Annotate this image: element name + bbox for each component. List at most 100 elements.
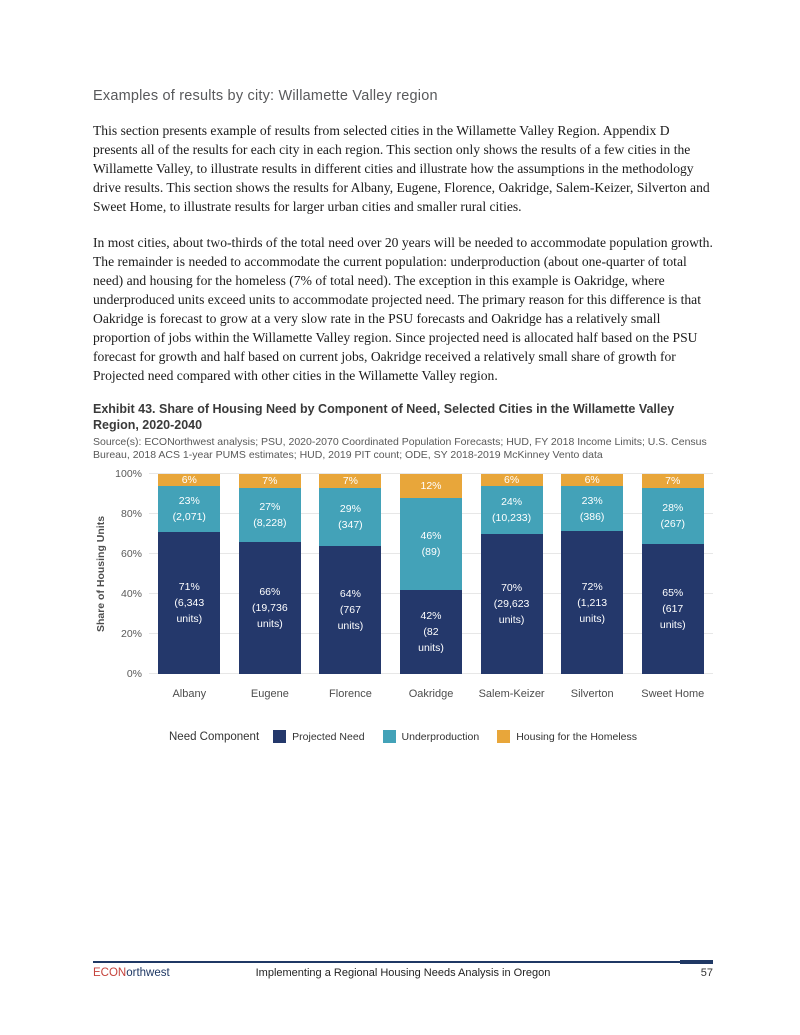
legend-items: Projected Need Underproduction Housing for…: [273, 730, 637, 743]
bar-segment-label: 42%: [420, 610, 442, 622]
y-tick-label: 0%: [126, 668, 142, 680]
bar-segment-label: (82: [423, 626, 439, 638]
footer-document-title: Implementing a Regional Housing Needs An…: [255, 967, 551, 979]
bar-segment-label: units): [418, 642, 444, 654]
bar-segment: 7%: [641, 474, 704, 488]
bar-segment: 29% (347): [319, 488, 382, 546]
bar-segment-label: units): [337, 620, 364, 632]
x-axis-label: Albany: [172, 688, 207, 700]
stacked-bar-silverton: 6% 23% (386) 72% (1,213 units): [561, 474, 624, 674]
stacked-bar-oakridge: 12% 46% (89) 42% (82 units): [400, 474, 463, 674]
bar-segment-label: units): [579, 612, 606, 625]
legend-label: Underproduction: [401, 730, 480, 743]
page-footer: ECONorthwest Implementing a Regional Hou…: [93, 960, 713, 979]
bar-segment-label: units): [498, 614, 525, 626]
page-content: Examples of results by city: Willamette …: [93, 0, 713, 743]
section-heading: Examples of results by city: Willamette …: [93, 88, 438, 104]
bar-column: 6% 23% (2,071) 71% (6,343 units): [149, 474, 230, 674]
bar-segment-label: (2,071): [172, 511, 206, 523]
bar-segment: 12%: [400, 474, 463, 498]
y-tick-label: 40%: [120, 588, 142, 600]
bar-segment: 23% (2,071): [158, 486, 221, 532]
bar-column: 7% 29% (347) 64% (767 units): [310, 474, 391, 674]
brand-logo-dark: orthwest: [126, 967, 170, 979]
bar-segment-label: 23%: [178, 495, 200, 507]
bar-segment: 6%: [561, 474, 624, 486]
bar-segment-label: (1,213: [577, 596, 608, 609]
stacked-bar-eugene: 7% 27% (8,228) 66% (19,736 units): [238, 474, 301, 674]
bar-segment-label: 27%: [259, 501, 281, 513]
page-number: 57: [700, 967, 713, 979]
body-paragraph-1: This section presents example of results…: [93, 123, 710, 214]
legend-swatch: [273, 730, 287, 743]
bar-column: 6% 24% (10,233) 70% (29,623 units): [471, 474, 552, 674]
x-axis-label: Oakridge: [408, 688, 454, 700]
bar-segment-label: 70%: [501, 582, 523, 594]
brand-logo: ECONorthwest: [93, 967, 170, 979]
bar-segment: 6%: [480, 474, 543, 486]
bar-segment-label: (8,228): [253, 517, 287, 529]
bar-segment-label: 46%: [420, 530, 442, 542]
bar-column: 7% 27% (8,228) 66% (19,736 units): [230, 474, 311, 674]
bar-segment-label: 66%: [259, 586, 281, 598]
bar-segment: 70% (29,623 units): [480, 534, 543, 674]
bar-segment-label: (267): [660, 518, 685, 530]
footer-rule-accent: [680, 960, 713, 964]
y-axis-ticks: 0% 20% 40% 60% 80% 100%: [109, 468, 149, 680]
bar-segment: 71% (6,343 units): [158, 532, 221, 674]
stacked-bar-salem-keizer: 6% 24% (10,233) 70% (29,623 units): [480, 474, 543, 674]
bar-segment-label: 64%: [339, 588, 361, 600]
legend-label: Projected Need: [292, 730, 365, 743]
legend-item: Projected Need: [273, 730, 365, 743]
bar-segment: 27% (8,228): [238, 488, 301, 542]
plot-area: 6% 23% (2,071) 71% (6,343 units) 7% 27% (8,228) 6…: [149, 473, 713, 674]
bar-segment-label: (347): [338, 519, 363, 531]
bar-column: 6% 23% (386) 72% (1,213 units): [552, 474, 633, 674]
x-axis-label: Salem-Keizer: [478, 688, 545, 700]
bar-segment-label: 65%: [662, 587, 684, 599]
bar-segment: 24% (10,233): [480, 486, 543, 534]
legend-swatch: [497, 730, 511, 743]
bar-segment: 65% (617 units): [641, 544, 704, 674]
bar-segment-label: 24%: [501, 496, 523, 508]
y-axis-title-text: Share of Housing Units: [95, 515, 107, 633]
bar-column: 7% 28% (267) 65% (617 units): [632, 474, 713, 674]
x-axis-label: Eugene: [250, 688, 289, 700]
exhibit-title: Exhibit 43. Share of Housing Need by Com…: [93, 402, 675, 432]
bar-segment-label: 71%: [178, 581, 200, 593]
bar-segment-label: (29,623: [493, 598, 530, 610]
bar-segment: 7%: [238, 474, 301, 488]
stacked-bar-albany: 6% 23% (2,071) 71% (6,343 units): [158, 474, 221, 674]
exhibit-source: Source(s): ECONorthwest analysis; PSU, 2…: [93, 436, 707, 461]
bar-segment-label: 29%: [339, 503, 361, 515]
stacked-bar-chart: Share of Housing Units 0% 20% 40% 60% 80% 100…: [93, 468, 713, 743]
bar-column: 12% 46% (89) 42% (82 units): [391, 474, 472, 674]
bar-segment-label: units): [659, 619, 686, 631]
bar-segment-label: (89): [421, 546, 441, 558]
bar-segment: 46% (89): [400, 498, 463, 590]
x-axis-label: Silverton: [570, 688, 614, 700]
y-tick-label: 100%: [115, 468, 142, 480]
chart-legend: Need Component Projected Need Underproduc…: [93, 730, 713, 743]
bar-segment: 23% (386): [561, 485, 624, 532]
brand-logo-red: ECON: [93, 967, 127, 979]
y-tick-label: 80%: [120, 508, 142, 520]
bar-segment: 72% (1,213 units): [561, 531, 624, 674]
x-axis-label: Florence: [329, 688, 372, 700]
bar-segment-label: (6,343: [174, 597, 205, 609]
bar-segment-label: 6%: [181, 474, 197, 486]
stacked-bar-sweet-home: 7% 28% (267) 65% (617 units): [641, 474, 704, 674]
stacked-bar-florence: 7% 29% (347) 64% (767 units): [319, 474, 382, 674]
legend-label: Housing for the Homeless: [516, 730, 637, 743]
legend-title: Need Component: [169, 730, 260, 743]
bar-segment: 28% (267): [641, 488, 704, 544]
y-tick-label: 20%: [120, 628, 142, 640]
legend-item: Underproduction: [382, 730, 480, 743]
y-tick-label: 60%: [120, 548, 142, 560]
y-axis-title: Share of Housing Units: [93, 474, 109, 674]
body-paragraph-2: In most cities, about two-thirds of the …: [93, 235, 713, 383]
bar-segment: 66% (19,736 units): [238, 542, 301, 674]
bar-segment-label: 23%: [581, 494, 603, 507]
bar-segment-label: 6%: [584, 474, 600, 486]
legend-item: Housing for the Homeless: [497, 730, 637, 743]
